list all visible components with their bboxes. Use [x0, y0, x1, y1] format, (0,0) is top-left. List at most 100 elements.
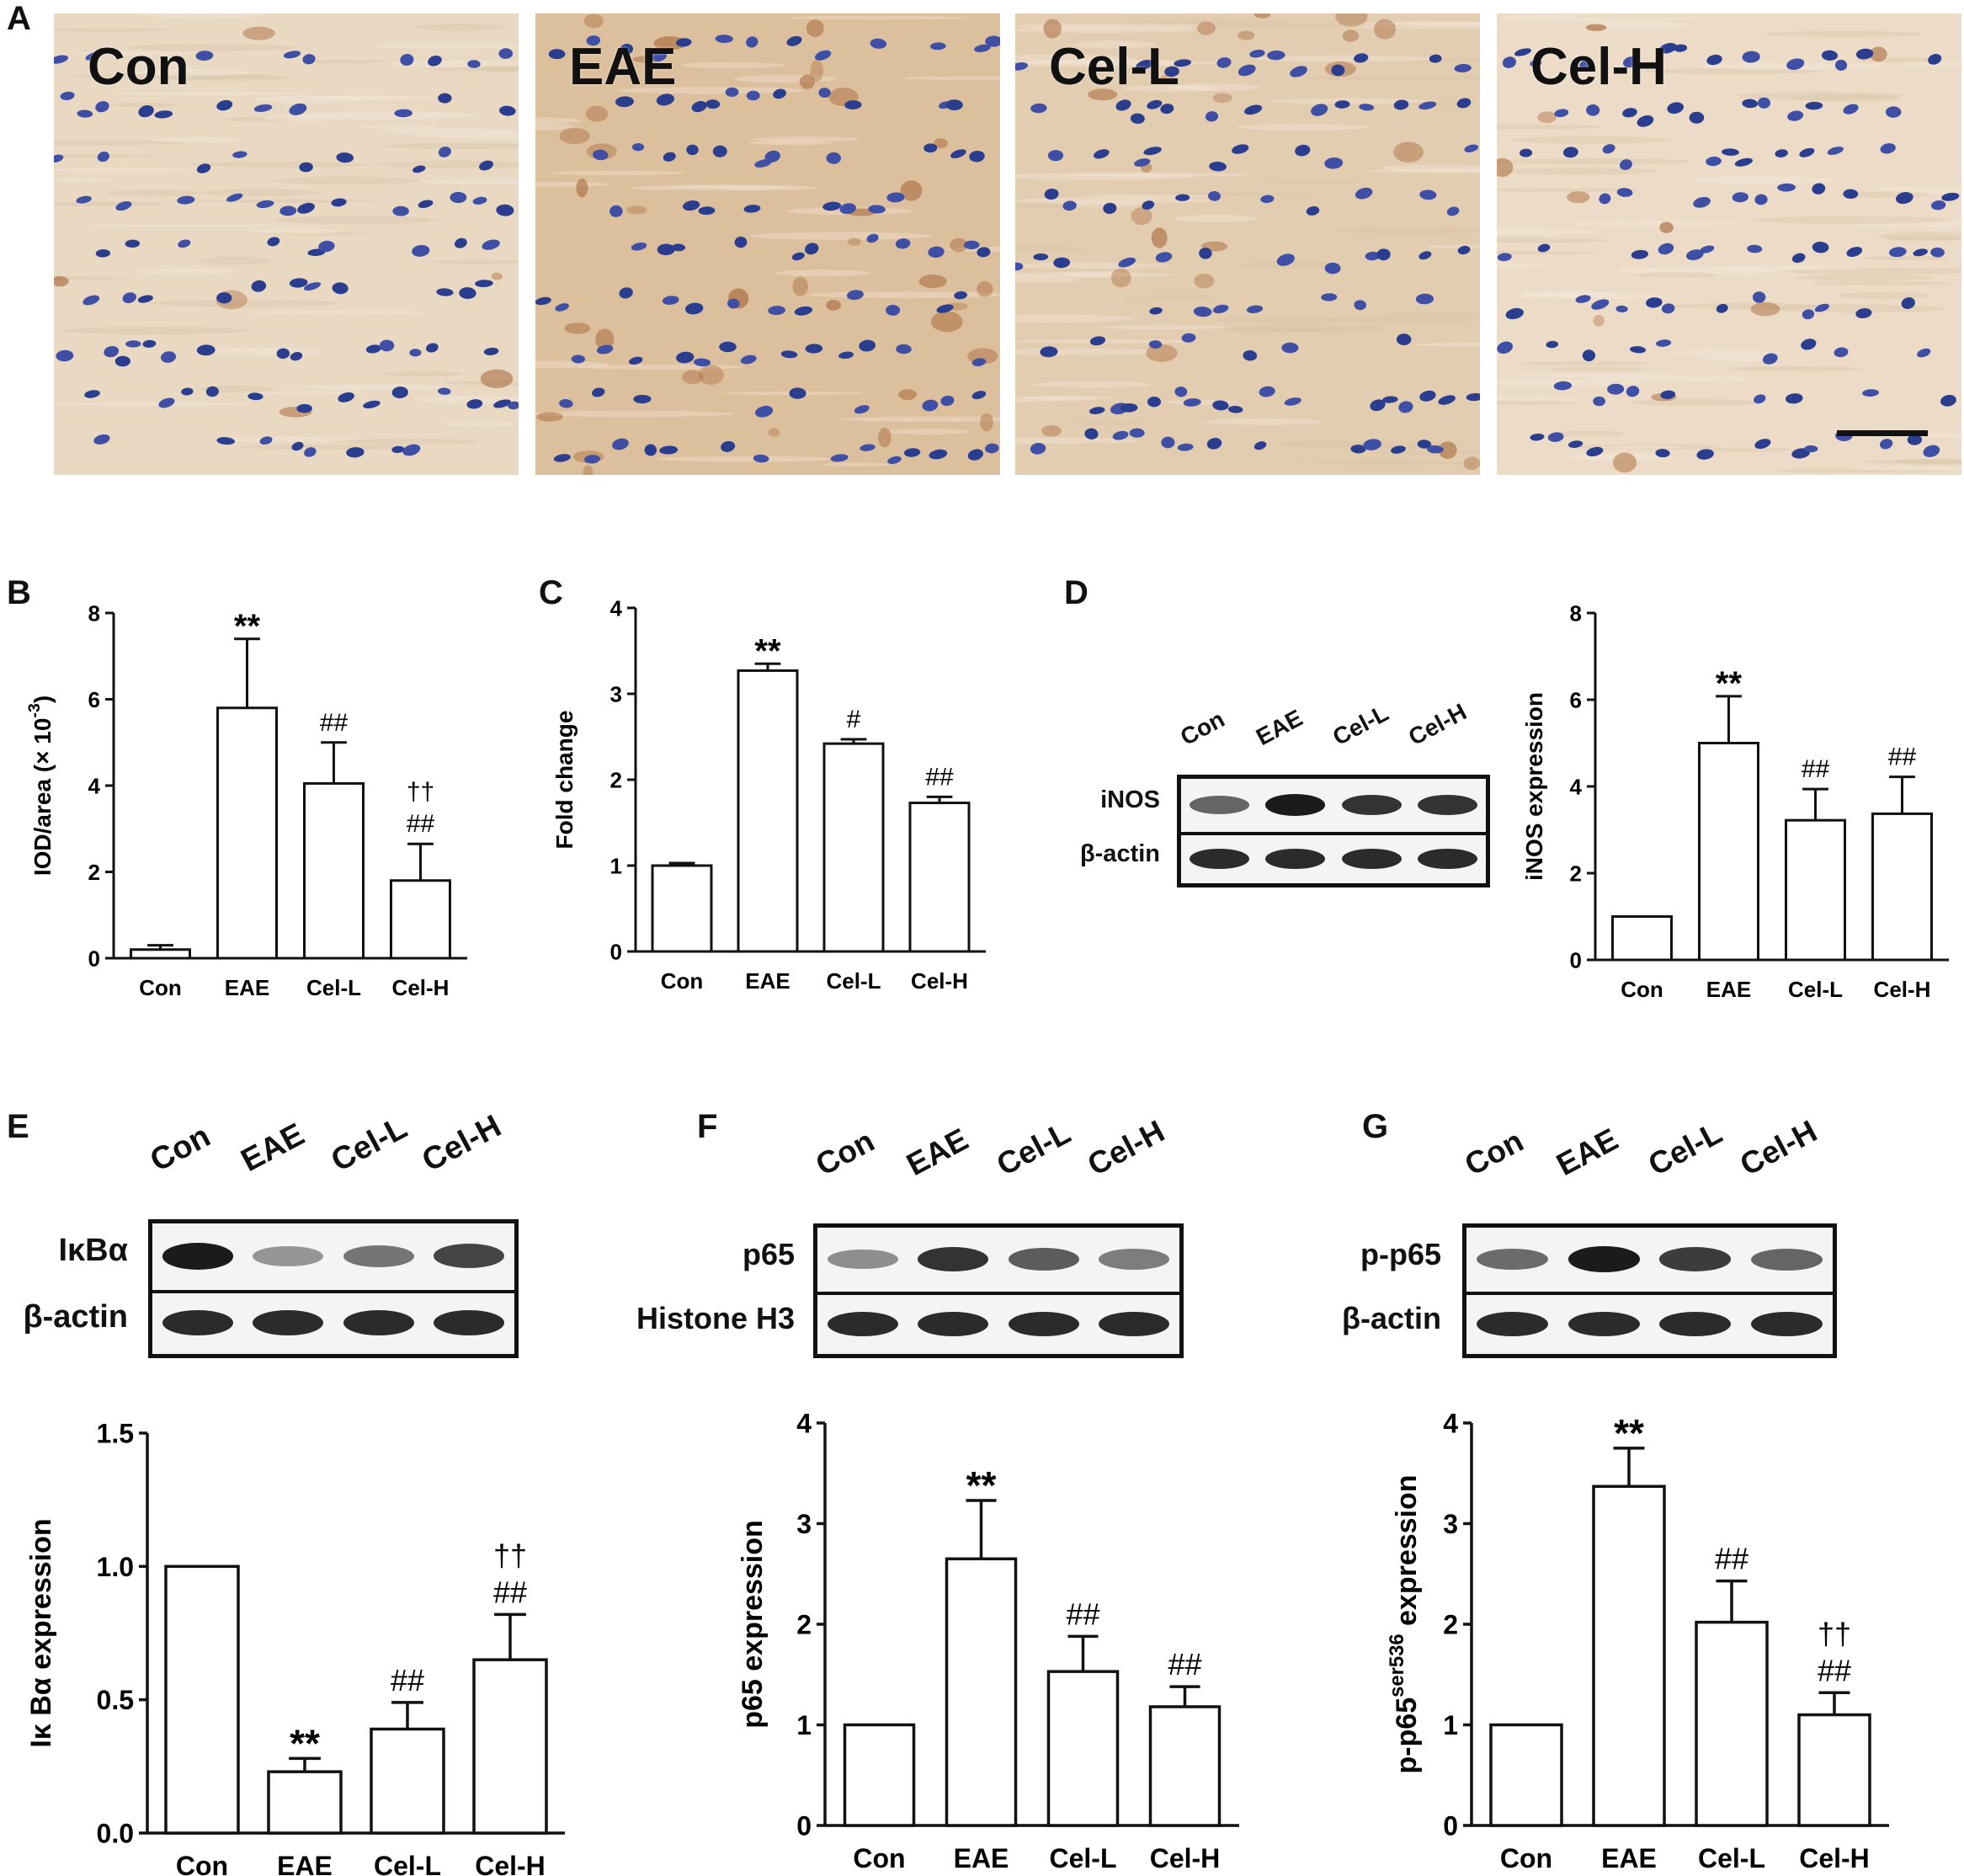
y-tick-label: 2 — [610, 767, 622, 792]
y-tick-label: 3 — [1443, 1509, 1458, 1539]
x-tick-label: Cel-L — [1050, 1843, 1117, 1873]
y-tick-label: 0 — [1443, 1811, 1458, 1841]
y-tick-label: 6 — [88, 687, 100, 712]
x-tick-label: EAE — [1706, 977, 1751, 1002]
y-tick-label: 2 — [88, 860, 100, 885]
blot-band — [1659, 1311, 1732, 1337]
blot-lane-label: EAE — [235, 1117, 311, 1180]
bar-cel-h — [1871, 812, 1933, 962]
micrograph-texture — [1497, 13, 1961, 475]
micrograph-label: Con — [88, 38, 189, 96]
blot-lane-label: Cel-H — [416, 1108, 507, 1180]
blot-band — [1476, 1248, 1548, 1271]
blot-lane-label: Cel-H — [1733, 1113, 1823, 1183]
blot-lane-label: Cel-L — [991, 1115, 1077, 1183]
blot-lane-label: Cel-L — [1328, 699, 1392, 751]
y-tick-label: 0.5 — [97, 1685, 134, 1715]
micrograph-texture — [54, 13, 519, 475]
x-tick-label: Cel-L — [374, 1851, 441, 1876]
bar-cel-l — [303, 781, 365, 960]
panel-label-f: F — [697, 1108, 718, 1145]
x-tick-label: Cel-H — [392, 975, 450, 1000]
significance-mark: ## — [493, 1575, 527, 1609]
x-tick-label: Cel-L — [827, 968, 881, 994]
blot-membrane — [148, 1219, 519, 1358]
bar-con — [1489, 1723, 1563, 1827]
blot-band — [918, 1311, 989, 1337]
x-tick-label: Cel-H — [1150, 1843, 1221, 1873]
bar-cel-h — [908, 802, 971, 953]
significance-mark: ** — [754, 632, 781, 669]
y-tick-label: 4 — [1570, 774, 1583, 799]
y-tick-label: 2 — [796, 1610, 812, 1640]
y-tick-label: 0 — [1570, 947, 1582, 973]
y-tick-label: 4 — [610, 595, 623, 621]
blot-row-label: IκBα — [58, 1232, 128, 1268]
blot-band — [1189, 848, 1249, 870]
micrograph-label: Cel-H — [1530, 38, 1667, 96]
y-tick-label: 8 — [88, 600, 100, 626]
blot-row-label: β-actin — [1342, 1301, 1441, 1336]
blot-band — [1265, 848, 1326, 870]
significance-mark: ## — [1802, 755, 1830, 783]
blot-band — [1751, 1311, 1823, 1337]
x-tick-label: Cel-H — [475, 1851, 546, 1876]
x-tick-label: Con — [661, 968, 704, 994]
blot-band — [1099, 1311, 1170, 1337]
significance-mark: ## — [1888, 743, 1917, 771]
bar-con — [1611, 915, 1673, 962]
bar-con — [130, 948, 191, 960]
blot-band — [1341, 848, 1402, 870]
y-axis-label: IOD/area (× 10-3) — [25, 696, 56, 876]
blot-band — [827, 1311, 898, 1337]
y-axis-label: Fold change — [551, 711, 577, 850]
y-axis-label: Iκ Bα expression — [25, 1518, 57, 1747]
significance-mark: ## — [320, 709, 349, 737]
y-tick-label: 3 — [796, 1509, 812, 1539]
micrograph-label: EAE — [569, 38, 677, 96]
blot-row-label: β-actin — [1079, 840, 1160, 868]
panel-label-b: B — [7, 574, 31, 611]
bar-eae — [1698, 742, 1759, 962]
blot-lane-label: EAE — [1551, 1122, 1624, 1183]
blot-lane-label: Cel-H — [1081, 1113, 1170, 1183]
significance-mark: # — [847, 706, 861, 733]
blot-band — [253, 1309, 324, 1336]
blot-membrane — [813, 1223, 1184, 1358]
blot-band — [1476, 1311, 1548, 1337]
x-tick-label: Con — [176, 1851, 228, 1876]
y-tick-label: 0 — [796, 1811, 812, 1841]
y-tick-label: 4 — [1443, 1409, 1458, 1439]
blot-band — [162, 1243, 233, 1270]
bar-cel-h — [472, 1658, 548, 1835]
blot-row-label: β-actin — [23, 1298, 128, 1335]
y-tick-label: 2 — [1570, 861, 1582, 886]
panel-label-g: G — [1362, 1108, 1389, 1145]
blot-row-label: iNOS — [1100, 786, 1160, 813]
y-tick-label: 1 — [796, 1710, 812, 1740]
bar-eae — [737, 669, 799, 953]
significance-mark: ** — [234, 608, 261, 645]
significance-mark: ** — [1614, 1411, 1644, 1455]
bar-cel-l — [822, 742, 885, 953]
blot-band — [1418, 848, 1478, 870]
bar-cel-l — [1695, 1620, 1769, 1827]
blot-lane-label: Cel-L — [325, 1110, 413, 1180]
blot-band — [1751, 1248, 1823, 1271]
significance-mark: †† — [1818, 1616, 1851, 1650]
blot-band — [1567, 1246, 1640, 1272]
blot-row-divider — [817, 1292, 1179, 1295]
blot-lane-label: Con — [810, 1123, 881, 1183]
bar-con — [843, 1723, 916, 1827]
micrograph-texture — [535, 13, 1000, 475]
micrograph-label: Cel-L — [1049, 38, 1179, 96]
scale-bar — [1837, 430, 1928, 436]
bar-cel-l — [1785, 818, 1846, 962]
y-tick-label: 1.0 — [97, 1552, 134, 1582]
blot-band — [343, 1309, 414, 1336]
blot-lane-label: EAE — [900, 1122, 974, 1183]
panel-label-a: A — [7, 0, 31, 37]
micrograph-cel-l: Cel-L — [1015, 13, 1480, 475]
x-tick-label: Cel-L — [1698, 1843, 1765, 1873]
